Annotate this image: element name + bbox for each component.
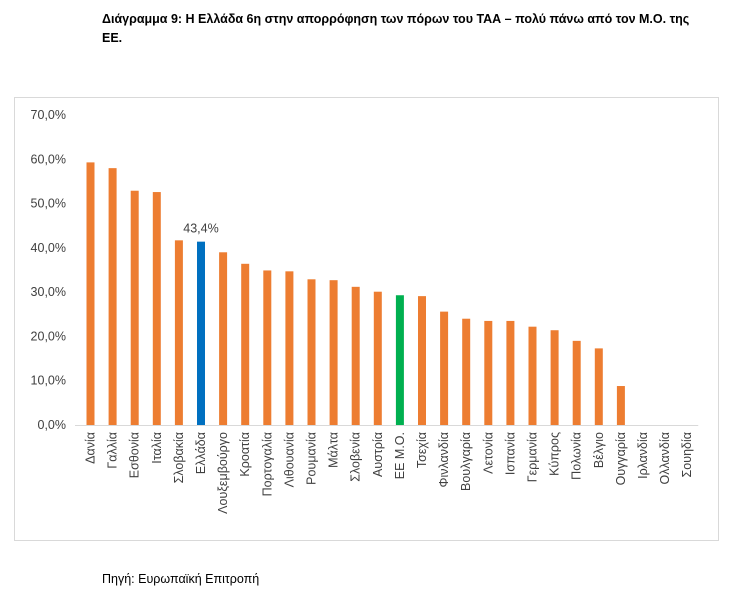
y-tick-label: 50,0%: [31, 197, 66, 211]
x-tick-label: Λετονία: [481, 432, 495, 474]
bar: [285, 271, 294, 425]
annotations: 43,4%: [183, 222, 218, 236]
x-tick-label: Ρουμανία: [305, 432, 319, 485]
x-tick-label: Ισπανία: [503, 432, 517, 475]
bar: [528, 326, 537, 425]
x-tick-label: Λουξεμβούργο: [216, 432, 230, 514]
x-axis-labels: Δανία Γαλλία Εσθονία Ιταλία Σλοβακία Ελλάδα Λο…: [84, 432, 695, 514]
bar: [329, 280, 338, 425]
bar: [440, 311, 449, 425]
bar: [395, 295, 404, 425]
y-tick-label: 30,0%: [31, 285, 66, 299]
bar: [373, 291, 382, 425]
bar: [108, 168, 117, 425]
bar: [152, 192, 161, 425]
bar: [197, 241, 205, 425]
x-tick-label: Πορτογαλία: [260, 432, 274, 496]
x-tick-label: Αυστρία: [371, 432, 385, 477]
x-tick-label: Σουηδία: [680, 432, 694, 477]
bar: [263, 270, 272, 425]
x-tick-label: Βέλγιο: [592, 432, 606, 468]
bar: [86, 162, 95, 425]
bar: [418, 296, 426, 425]
data-label: 43,4%: [183, 222, 218, 236]
x-tick-label: Βουλγαρία: [459, 432, 473, 491]
bar: [506, 320, 515, 425]
x-tick-label: Ολλανδία: [658, 432, 672, 484]
x-tick-label: Μάλτα: [327, 432, 341, 468]
y-axis: 0,0% 10,0% 20,0% 30,0% 40,0% 50,0% 60,0% 70,0%: [31, 108, 699, 432]
bar-chart: 0,0%10,0%20,0%30,0%40,0%50,0%60,0%70,0% …: [31, 108, 699, 514]
bar: [462, 318, 471, 425]
y-tick-label: 20,0%: [31, 329, 66, 343]
x-tick-label: Κύπρος: [548, 432, 562, 476]
bar: [550, 330, 559, 425]
bar: [572, 340, 581, 425]
y-tick-label: 40,0%: [31, 241, 66, 255]
bar: [594, 348, 603, 425]
bar: [484, 320, 493, 425]
bar: [130, 190, 139, 425]
x-tick-label: ΕΕ Μ.Ο.: [393, 432, 407, 479]
bars: [86, 162, 625, 425]
x-tick-label: Γαλλία: [106, 432, 120, 469]
x-tick-label: Πολωνία: [570, 432, 584, 480]
bar: [219, 252, 228, 425]
x-tick-label: Δανία: [84, 432, 98, 464]
x-tick-label: Τσεχία: [415, 432, 429, 468]
chart-title: Διάγραμμα 9: Η Ελλάδα 6η στην απορρόφηση…: [102, 12, 690, 45]
x-tick-label: Ιρλανδία: [636, 432, 650, 479]
x-tick-label: Σλοβακία: [172, 432, 186, 483]
bar: [241, 263, 250, 425]
source-note: Πηγή: Ευρωπαϊκή Επιτροπή: [102, 572, 260, 586]
chart-frame: 0,0% 10,0% 20,0% 30,0% 40,0% 50,0% 60,0% 70,0% …: [14, 97, 719, 541]
x-tick-label: Ουγγαρία: [614, 432, 628, 485]
y-tick-label: 10,0%: [31, 374, 66, 388]
bar: [351, 286, 360, 425]
y-tick-label: 0,0%: [38, 418, 67, 432]
x-tick-label: Σλοβενία: [349, 432, 363, 482]
x-tick-label: Κροατία: [238, 432, 252, 477]
y-tick-label: 70,0%: [31, 108, 66, 122]
x-tick-label: Γερμανία: [526, 432, 540, 482]
x-tick-label: Λιθουανία: [282, 432, 296, 487]
bar: [307, 279, 316, 425]
x-tick-label: Ελλάδα: [194, 432, 208, 474]
y-tick-label: 60,0%: [31, 152, 66, 166]
x-tick-label: Ιταλία: [150, 432, 164, 464]
x-tick-label: Φινλανδία: [437, 432, 451, 488]
bar: [616, 386, 625, 425]
bar: [174, 240, 183, 425]
x-tick-label: Εσθονία: [128, 432, 142, 478]
